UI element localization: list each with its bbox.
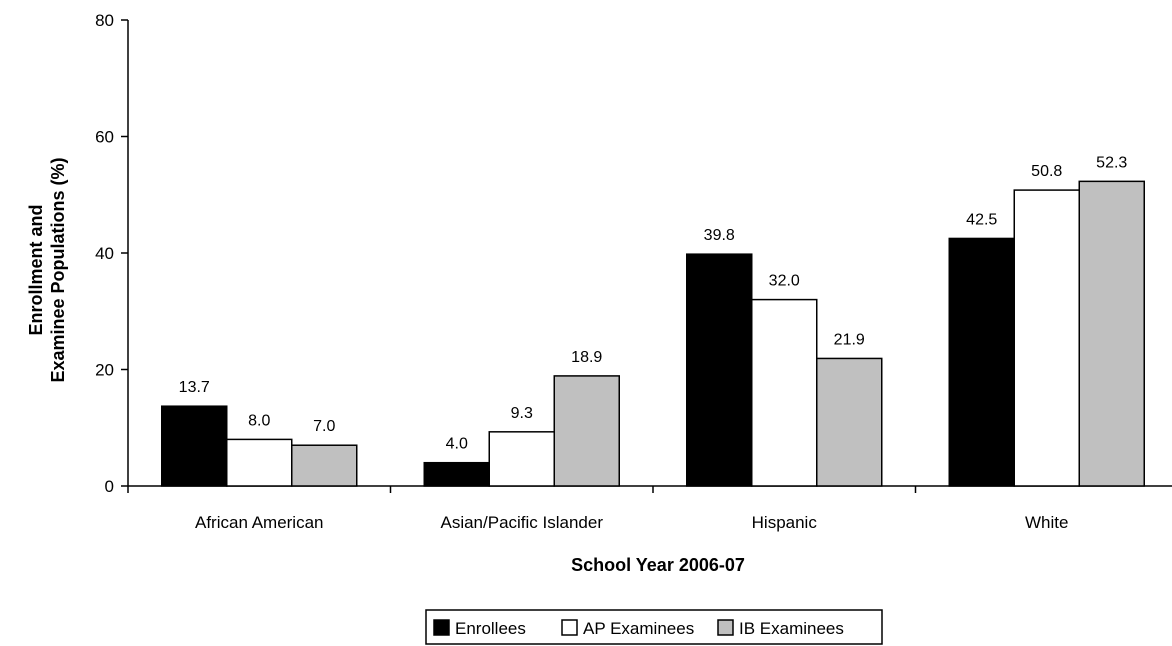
legend-swatch [561,619,578,636]
x-category-label: Asian/Pacific Islander [440,513,603,532]
x-category-label: Hispanic [752,513,818,532]
data-label: 9.3 [511,405,533,422]
y-axis-title-line-2: Examinee Populations (%) [48,157,68,382]
plot-area: 0 20 40 60 80 13.7 8.0 7.0 African American 4.0 9.… [95,11,1172,532]
data-label: 39.8 [704,227,735,244]
y-tick-label: 20 [95,361,114,380]
data-label: 32.0 [769,273,800,290]
legend-label: IB Examinees [739,619,844,638]
data-label: 52.3 [1096,154,1127,171]
data-label: 50.8 [1031,163,1062,180]
bar-ib-examinees-0 [291,444,358,487]
x-axis-title: School Year 2006-07 [571,555,745,575]
data-label: 21.9 [834,331,865,348]
legend-label: Enrollees [455,619,526,638]
x-category-label: White [1025,513,1068,532]
legend-swatch [717,619,734,636]
data-label: 18.9 [571,349,602,366]
data-label: 7.0 [313,418,335,435]
bar-ib-examinees-3 [1078,180,1145,487]
bar-ap-examinees-3 [1013,189,1080,487]
bar-enrollees-2 [686,253,753,487]
data-label: 4.0 [446,436,468,453]
bar-enrollees-0 [161,405,228,487]
legend-swatch [433,619,450,636]
legend-box [425,609,883,645]
y-axis-title-line-1: Enrollment and [26,204,46,335]
y-axis-title: Enrollment and Examinee Populations (%) [26,157,68,382]
bar-enrollees-1 [423,461,490,487]
bar-ap-examinees-2 [751,298,818,487]
y-tick-label: 60 [95,128,114,147]
bar-ap-examinees-0 [226,438,293,487]
y-tick-label: 40 [95,244,114,263]
bar-ib-examinees-1 [553,375,620,487]
data-label: 42.5 [966,211,997,228]
legend: Enrollees AP Examinees IB Examinees [425,609,883,645]
bar-ap-examinees-1 [488,431,555,487]
bar-enrollees-3 [948,237,1015,487]
data-label: 8.0 [248,412,270,429]
data-label: 13.7 [179,379,210,396]
bar-ib-examinees-2 [816,357,883,487]
y-tick-label: 80 [95,11,114,30]
legend-label: AP Examinees [583,619,694,638]
x-category-label: African American [195,513,324,532]
y-tick-label: 0 [105,477,114,496]
